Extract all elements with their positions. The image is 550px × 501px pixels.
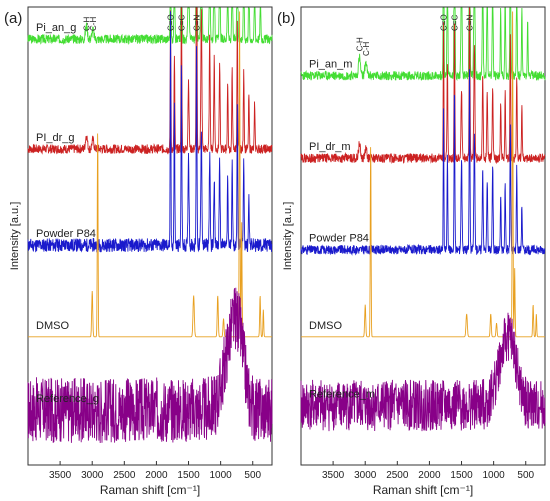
series-label-2: Powder P84	[309, 233, 369, 245]
x-axis-label: Raman shift [cm⁻¹]	[100, 483, 200, 497]
series-label-1: PI_dr_g	[36, 132, 75, 144]
series-label-0: Pi_an_m	[309, 59, 352, 71]
x-tick-label: 2000	[418, 470, 441, 481]
x-tick-label: 2500	[113, 470, 136, 481]
x-tick-label: 3500	[49, 470, 72, 481]
series-label-2: Powder P84	[36, 228, 96, 240]
series-line-1	[27, 7, 273, 155]
bond-annotation-4: C-H	[89, 17, 98, 31]
panel-label: (b)	[277, 10, 295, 27]
series-label-1: PI_dr_m	[309, 141, 351, 153]
x-tick-label: 1000	[483, 470, 506, 481]
y-axis-label: Intensity [a.u.]	[9, 202, 21, 270]
x-tick-label: 500	[517, 470, 534, 481]
series-line-2	[300, 69, 546, 256]
plot-frame	[27, 6, 273, 466]
series-label-3: DMSO	[309, 320, 342, 332]
series-line-2	[27, 11, 273, 253]
x-tick-label: 1500	[450, 470, 473, 481]
bond-annotation-1: C=C	[450, 15, 459, 31]
chart-panel-b: (b) Intensity [a.u.] Raman shift [cm⁻¹] 350…	[277, 6, 546, 497]
x-tick-label: 1000	[210, 470, 233, 481]
x-tick-label: 500	[244, 470, 261, 481]
bond-annotation-3: C-H	[82, 17, 91, 31]
bond-annotation-2: C=N	[193, 15, 202, 31]
series-label-0: Pi_an_g	[36, 22, 76, 34]
x-tick-label: 3000	[354, 470, 377, 481]
bond-annotation-0: C=O	[440, 14, 449, 31]
panel-label: (a)	[4, 10, 22, 27]
bond-annotation-2: C=N	[466, 15, 475, 31]
series-label-3: DMSO	[36, 320, 69, 332]
x-axis-label: Raman shift [cm⁻¹]	[373, 483, 473, 497]
bond-annotation-3: C-H	[355, 37, 364, 51]
series-label-4: Reference_m	[309, 388, 375, 400]
chart-panel-a: (a) Intensity [a.u.] Raman shift [cm⁻¹] 350…	[4, 6, 273, 497]
bond-annotation-4: C-H	[362, 42, 371, 56]
bond-annotation-1: C=C	[177, 15, 186, 31]
bond-annotation-0: C=O	[167, 14, 176, 31]
y-axis-label: Intensity [a.u.]	[282, 202, 294, 270]
x-tick-label: 3500	[322, 470, 345, 481]
x-tick-label: 2000	[145, 470, 168, 481]
x-tick-label: 3000	[81, 470, 104, 481]
series-line-4	[27, 287, 273, 444]
series-line-1	[300, 7, 546, 165]
plot-frame	[300, 6, 546, 466]
series-line-0	[27, 7, 273, 46]
series-line-0	[300, 7, 546, 82]
series-label-4: Reference_g	[36, 393, 99, 405]
series-line-4	[300, 312, 546, 432]
x-tick-label: 2500	[386, 470, 409, 481]
x-tick-label: 1500	[177, 470, 200, 481]
